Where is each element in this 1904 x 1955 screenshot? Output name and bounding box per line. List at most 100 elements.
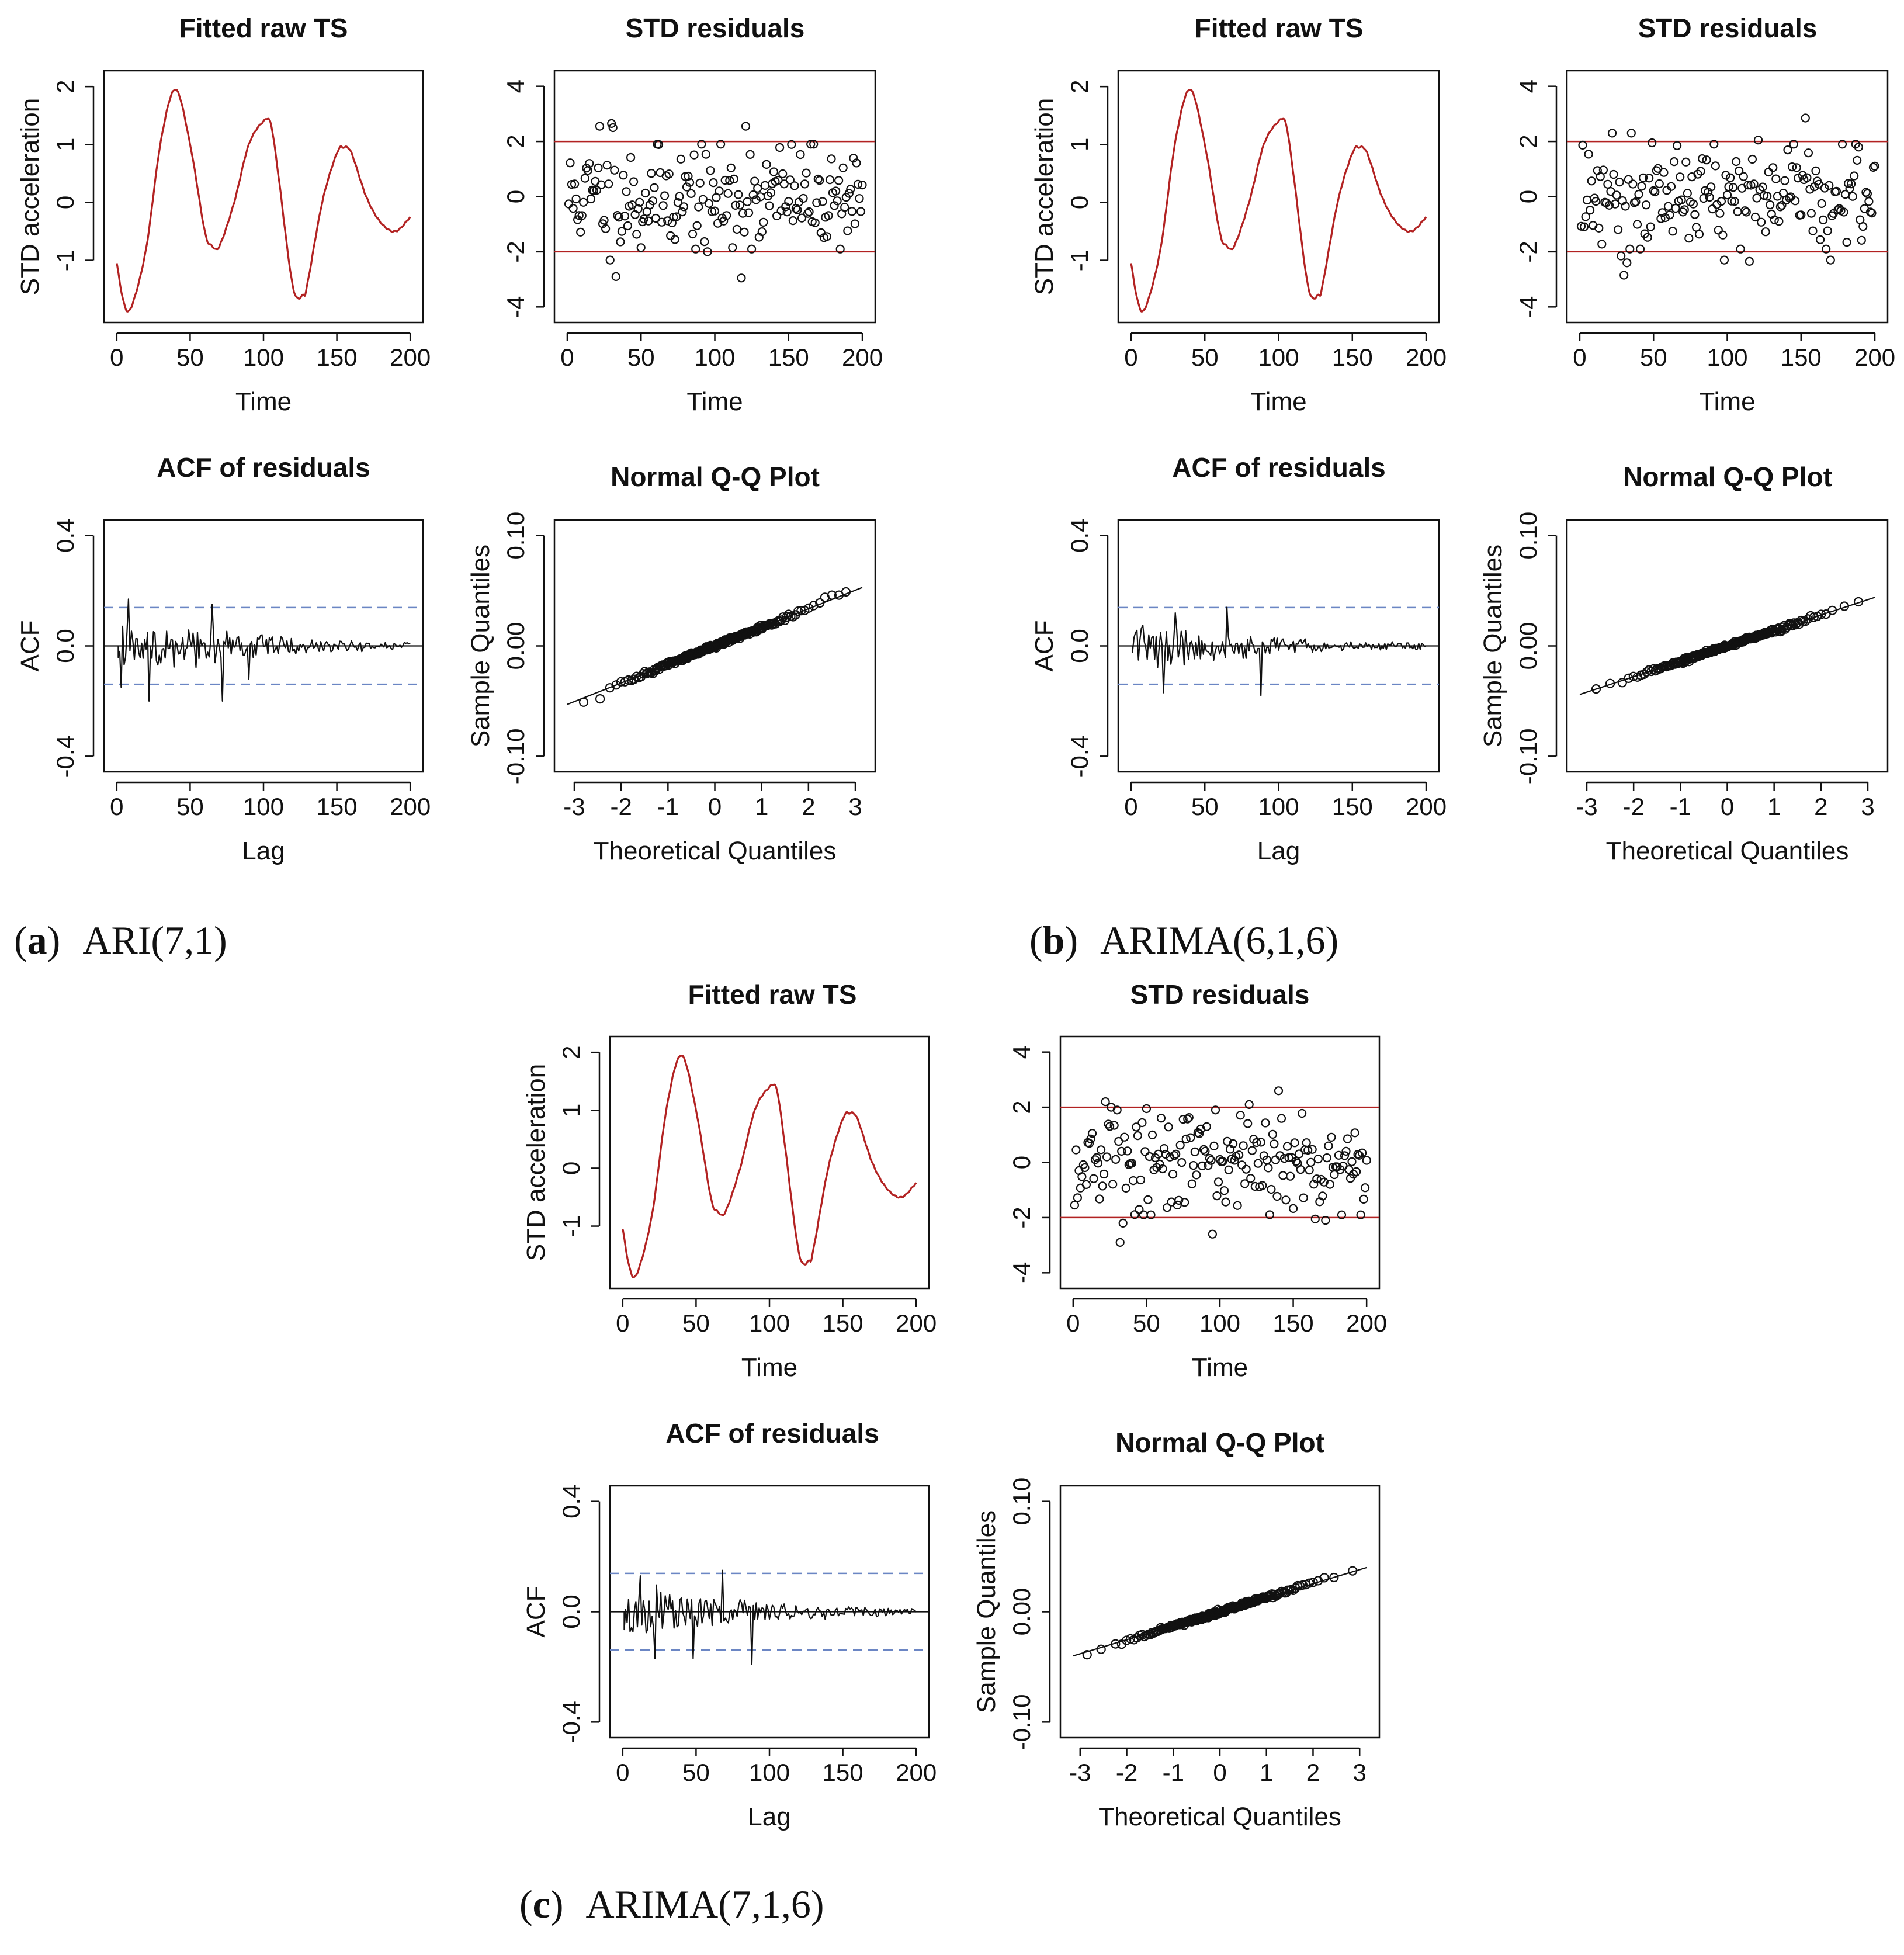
panel-b-resid-point [1816, 235, 1825, 244]
panel-b-resid-point [1621, 202, 1630, 211]
panel-c-qq-y-tick-label: -0.10 [1008, 1694, 1035, 1750]
panel-b-resid-point [1864, 197, 1874, 206]
panel-b-resid-point [1806, 209, 1816, 218]
panel-b-resid-point [1727, 196, 1736, 206]
panel-b-resid-point [1857, 235, 1866, 245]
panel-a-resid-point [810, 218, 820, 227]
panel-c-qq-xlabel: Theoretical Quantiles [1098, 1803, 1341, 1831]
panel-a-resid-point [852, 158, 861, 168]
panel-a-qq-y-tick-label: 0.00 [502, 622, 529, 670]
panel-c-resid-point [1136, 1175, 1146, 1185]
panel-c-resid-point [1206, 1156, 1216, 1165]
panel-c-ts-x-tick-label: 0 [616, 1309, 629, 1337]
panel-a-resid-point [741, 122, 751, 131]
panel-b-resid-point [1660, 213, 1670, 223]
panel-a-resid-point [825, 175, 835, 185]
panel-b-resid-x-tick-label: 100 [1707, 344, 1747, 371]
panel-c-resid-point [1313, 1154, 1323, 1164]
panel-a-ts-x-tick-label: 100 [243, 344, 284, 371]
panel-a-resid-point [785, 175, 795, 185]
panel-a-qq-point [578, 697, 589, 707]
panel-a-ts-series-line [116, 89, 411, 313]
panel-b-resid-point [1604, 200, 1614, 210]
panel-c-resid-point [1312, 1174, 1322, 1184]
panel-a-resid-point [745, 150, 755, 159]
panel-c-ts-y-tick-label: 1 [557, 1104, 585, 1117]
panel-b-acf-x-tick-label: 200 [1406, 793, 1447, 820]
panel-a-resid-point [818, 197, 827, 206]
panel-c-resid-point [1240, 1179, 1250, 1188]
panel-b-ts-x-tick-label: 200 [1406, 344, 1447, 371]
panel-c-resid-point [1359, 1194, 1368, 1204]
panel-c-qq-x-tick-label: -3 [1069, 1759, 1091, 1786]
panel-b-resid-point [1854, 143, 1863, 152]
panel-b-ts-x-tick-label: 0 [1124, 344, 1137, 371]
panel-a-resid-point [684, 171, 693, 181]
panel-b-resid-point [1839, 207, 1848, 217]
panel-b-resid-point [1832, 186, 1841, 196]
panel-a-resid-point [604, 179, 613, 189]
panel-c-resid-point [1156, 1114, 1166, 1123]
panel-c-acf: ACF of residuals 0 50 100 150 200 Lag -0.4 0.0 0.… [522, 1418, 937, 1831]
panel-c-resid-point [1274, 1086, 1284, 1096]
panel-a-resid-point [669, 213, 678, 222]
panel-a-resid-point [834, 176, 844, 185]
panel-c-resid-point [1327, 1132, 1336, 1142]
panel-b-resid-point [1788, 162, 1797, 172]
panel-c-qq-x-tick-label: -1 [1163, 1759, 1184, 1786]
panel-c-resid-point [1310, 1214, 1320, 1223]
panel-c-resid-point [1253, 1159, 1263, 1168]
panel-b-resid-point [1607, 129, 1617, 138]
panel-a-resid-point [586, 194, 596, 204]
panel-c-resid-x-tick-label: 50 [1133, 1309, 1160, 1337]
panel-a-resid-y-tick-label: 2 [502, 134, 529, 148]
panel-b-resid-y-tick-label: -2 [1514, 241, 1542, 262]
panel-a-resid-point [673, 198, 683, 207]
panel-a-resid-point [710, 206, 720, 216]
panel-a-resid-point [779, 179, 789, 189]
panel-a-resid-point [611, 272, 620, 281]
panel-a-resid-point [788, 216, 797, 226]
panel-a-resid-point [681, 172, 690, 181]
panel-a-qq-point [809, 601, 819, 611]
panel-b-resid-point [1739, 172, 1748, 181]
panel-b-acf-x-tick-label: 50 [1191, 793, 1219, 820]
panel-a-resid-y-tick-label: -4 [502, 296, 529, 318]
panel-c-resid-point [1099, 1169, 1109, 1179]
panel-c-qq-y-tick-label: 0.10 [1008, 1478, 1035, 1526]
panel-c-resid-point [1111, 1155, 1121, 1164]
panel-b-resid-point [1853, 155, 1862, 165]
panel-a-resid-point [589, 186, 599, 195]
panel-b-resid-point [1755, 185, 1764, 195]
panel-c-resid-point [1258, 1181, 1267, 1190]
panel-b-resid-point [1780, 176, 1789, 185]
panel-a-resid-point [686, 189, 696, 198]
panel-c-resid-point [1296, 1164, 1305, 1174]
panel-b-qq-point [1649, 664, 1659, 674]
panel-a-resid-point [822, 232, 832, 241]
panel-c-qq-point [1348, 1566, 1358, 1576]
panel-a-resid-point [602, 161, 612, 170]
panel-c-resid-y-tick-label: -2 [1008, 1207, 1035, 1228]
panel-b-resid-point [1683, 189, 1692, 198]
panel-b-resid-point [1820, 183, 1829, 193]
panel-b-acf: ACF of residuals 0 50 100 150 200 Lag -0.4 0.0 0.… [1030, 452, 1447, 865]
panel-a-resid-point [574, 211, 584, 220]
panel-b-resid-point [1850, 171, 1859, 181]
panel-b-resid-point [1586, 206, 1595, 215]
panel-a-resid-point [676, 154, 686, 164]
panel-b-qq-y-tick-label: 0.10 [1514, 512, 1542, 560]
panel-a-resid-point [797, 213, 807, 223]
panel-a-ts-x-tick-label: 50 [176, 344, 204, 371]
panel-a-resid-point [657, 217, 667, 227]
panel-b-qq-ylabel: Sample Quantiles [1479, 545, 1507, 747]
panel-b-resid-point [1735, 166, 1744, 176]
panel-b-resid-point [1648, 138, 1657, 148]
panel-a-resid-point [729, 174, 738, 183]
panel-a-resid-point [766, 188, 776, 197]
panel-b-ts-x-tick-label: 100 [1258, 344, 1299, 371]
panel-b-resid-point [1668, 227, 1677, 236]
panel-b-resid-point [1764, 167, 1773, 177]
panel-a-resid-point [709, 178, 718, 188]
panel-b-resid-point [1625, 244, 1635, 254]
